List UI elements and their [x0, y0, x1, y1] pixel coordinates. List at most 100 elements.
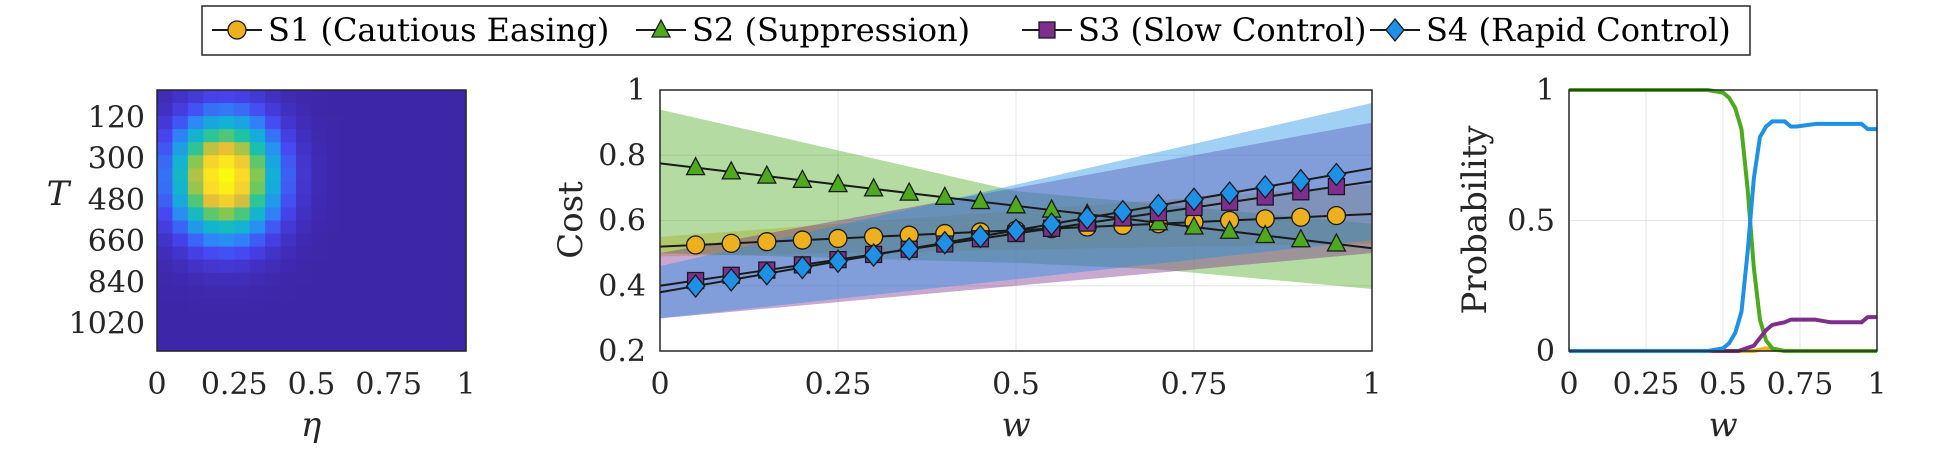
cost-marker-s1	[685, 235, 706, 255]
heatmap-cell	[249, 129, 266, 143]
heatmap-cell	[249, 311, 266, 326]
heatmap-cell	[435, 181, 452, 195]
cost-marker-s2	[721, 160, 742, 180]
heatmap-cell	[373, 90, 390, 104]
heatmap-cell	[404, 246, 421, 261]
heatmap-cell	[419, 168, 436, 182]
heatmap-cell	[450, 129, 467, 143]
heatmap-cell	[388, 90, 405, 104]
heatmap-cell	[419, 220, 436, 235]
heatmap-x-tick: 0.25	[201, 367, 268, 402]
heatmap-cell	[172, 311, 189, 326]
heatmap-axes-box	[156, 89, 467, 352]
cost-marker-s1	[828, 228, 848, 249]
heatmap-cell	[373, 246, 390, 261]
heatmap-cell	[419, 233, 436, 248]
heatmap-cell	[450, 272, 467, 287]
probability-y-tick: 0	[1536, 334, 1555, 369]
heatmap-cell	[435, 324, 452, 339]
cost-y-tick: 0.6	[598, 204, 646, 239]
heatmap-cell	[296, 272, 313, 287]
heatmap-cell	[280, 233, 297, 248]
heatmap-cells	[157, 90, 467, 352]
cost-y-tick: 0.2	[598, 334, 646, 369]
cost-y-tick: 0.8	[598, 138, 646, 173]
heatmap-cell	[157, 220, 174, 235]
heatmap-cell	[357, 246, 374, 261]
heatmap-cell	[357, 220, 374, 235]
heatmap-cell	[404, 337, 421, 352]
heatmap-cell	[450, 233, 467, 248]
heatmap-cell	[249, 168, 266, 182]
heatmap-cell	[249, 103, 266, 117]
heatmap-cell	[172, 324, 189, 339]
heatmap-cell	[218, 220, 235, 235]
cost-marker-s4	[792, 255, 813, 280]
heatmap-cell	[373, 116, 390, 130]
heatmap-cell	[311, 90, 328, 104]
cost-axes-box	[659, 89, 1373, 352]
heatmap-cell	[311, 155, 328, 169]
cost-marker-s4	[1184, 187, 1204, 212]
legend-marker-diamond	[1385, 17, 1405, 43]
heatmap-cell	[218, 168, 235, 182]
heatmap-cell	[187, 168, 204, 182]
heatmap-cell	[172, 129, 189, 143]
heatmap-cell	[450, 337, 467, 352]
heatmap-cell	[265, 233, 282, 248]
heatmap-cell	[404, 181, 421, 195]
heatmap-cell	[203, 90, 220, 104]
heatmap-cell	[342, 220, 359, 235]
heatmap-cell	[419, 246, 436, 261]
heatmap-cell	[203, 285, 220, 300]
heatmap-cell	[234, 116, 251, 130]
heatmap-cell	[450, 311, 467, 326]
heatmap-cell	[157, 311, 174, 326]
cost-marker-s2	[934, 185, 955, 205]
heatmap-cell	[373, 155, 390, 169]
heatmap-cell	[419, 207, 436, 222]
heatmap-cell	[388, 168, 405, 182]
cost-marker-s2	[1290, 228, 1311, 248]
heatmap-cell	[342, 298, 359, 313]
cost-marker-s1	[1291, 207, 1311, 227]
heatmap-cell	[357, 194, 374, 209]
probability-axes-box	[1568, 89, 1878, 352]
heatmap-cell	[342, 311, 359, 326]
heatmap-cell	[203, 207, 220, 222]
probability-y-tick: 1	[1536, 73, 1555, 108]
heatmap-cell	[342, 90, 359, 104]
heatmap-cell	[404, 142, 421, 156]
heatmap-cell	[357, 129, 374, 143]
cost-marker-s4	[1219, 181, 1240, 206]
cost-x-tick: 0.75	[1161, 367, 1228, 402]
heatmap-cell	[280, 337, 297, 352]
heatmap-cell	[373, 220, 390, 235]
cost-marker-s4	[899, 236, 920, 261]
heatmap-cell	[187, 194, 204, 209]
heatmap-cell	[234, 285, 251, 300]
cost-lines	[659, 156, 1373, 299]
heatmap-cell	[249, 272, 266, 287]
heatmap-y-tick: 660	[88, 224, 145, 259]
heatmap-cell	[342, 285, 359, 300]
heatmap-cell	[234, 129, 251, 143]
cost-marker-s1	[721, 233, 741, 253]
heatmap-cell	[373, 272, 390, 287]
heatmap-cell	[234, 168, 251, 182]
heatmap-cell	[311, 181, 328, 195]
heatmap-cell	[326, 168, 343, 182]
heatmap-cell	[419, 181, 436, 195]
heatmap-cell	[311, 233, 328, 248]
heatmap-cell	[388, 285, 405, 300]
heatmap-cell	[388, 337, 405, 352]
heatmap-cell	[157, 168, 174, 182]
heatmap-cell	[373, 285, 390, 300]
heatmap-cell	[187, 259, 204, 274]
heatmap-cell	[435, 220, 452, 235]
heatmap-cell	[450, 142, 467, 156]
heatmap-cell	[419, 324, 436, 339]
heatmap-cell	[265, 285, 282, 300]
heatmap-cell	[388, 233, 405, 248]
